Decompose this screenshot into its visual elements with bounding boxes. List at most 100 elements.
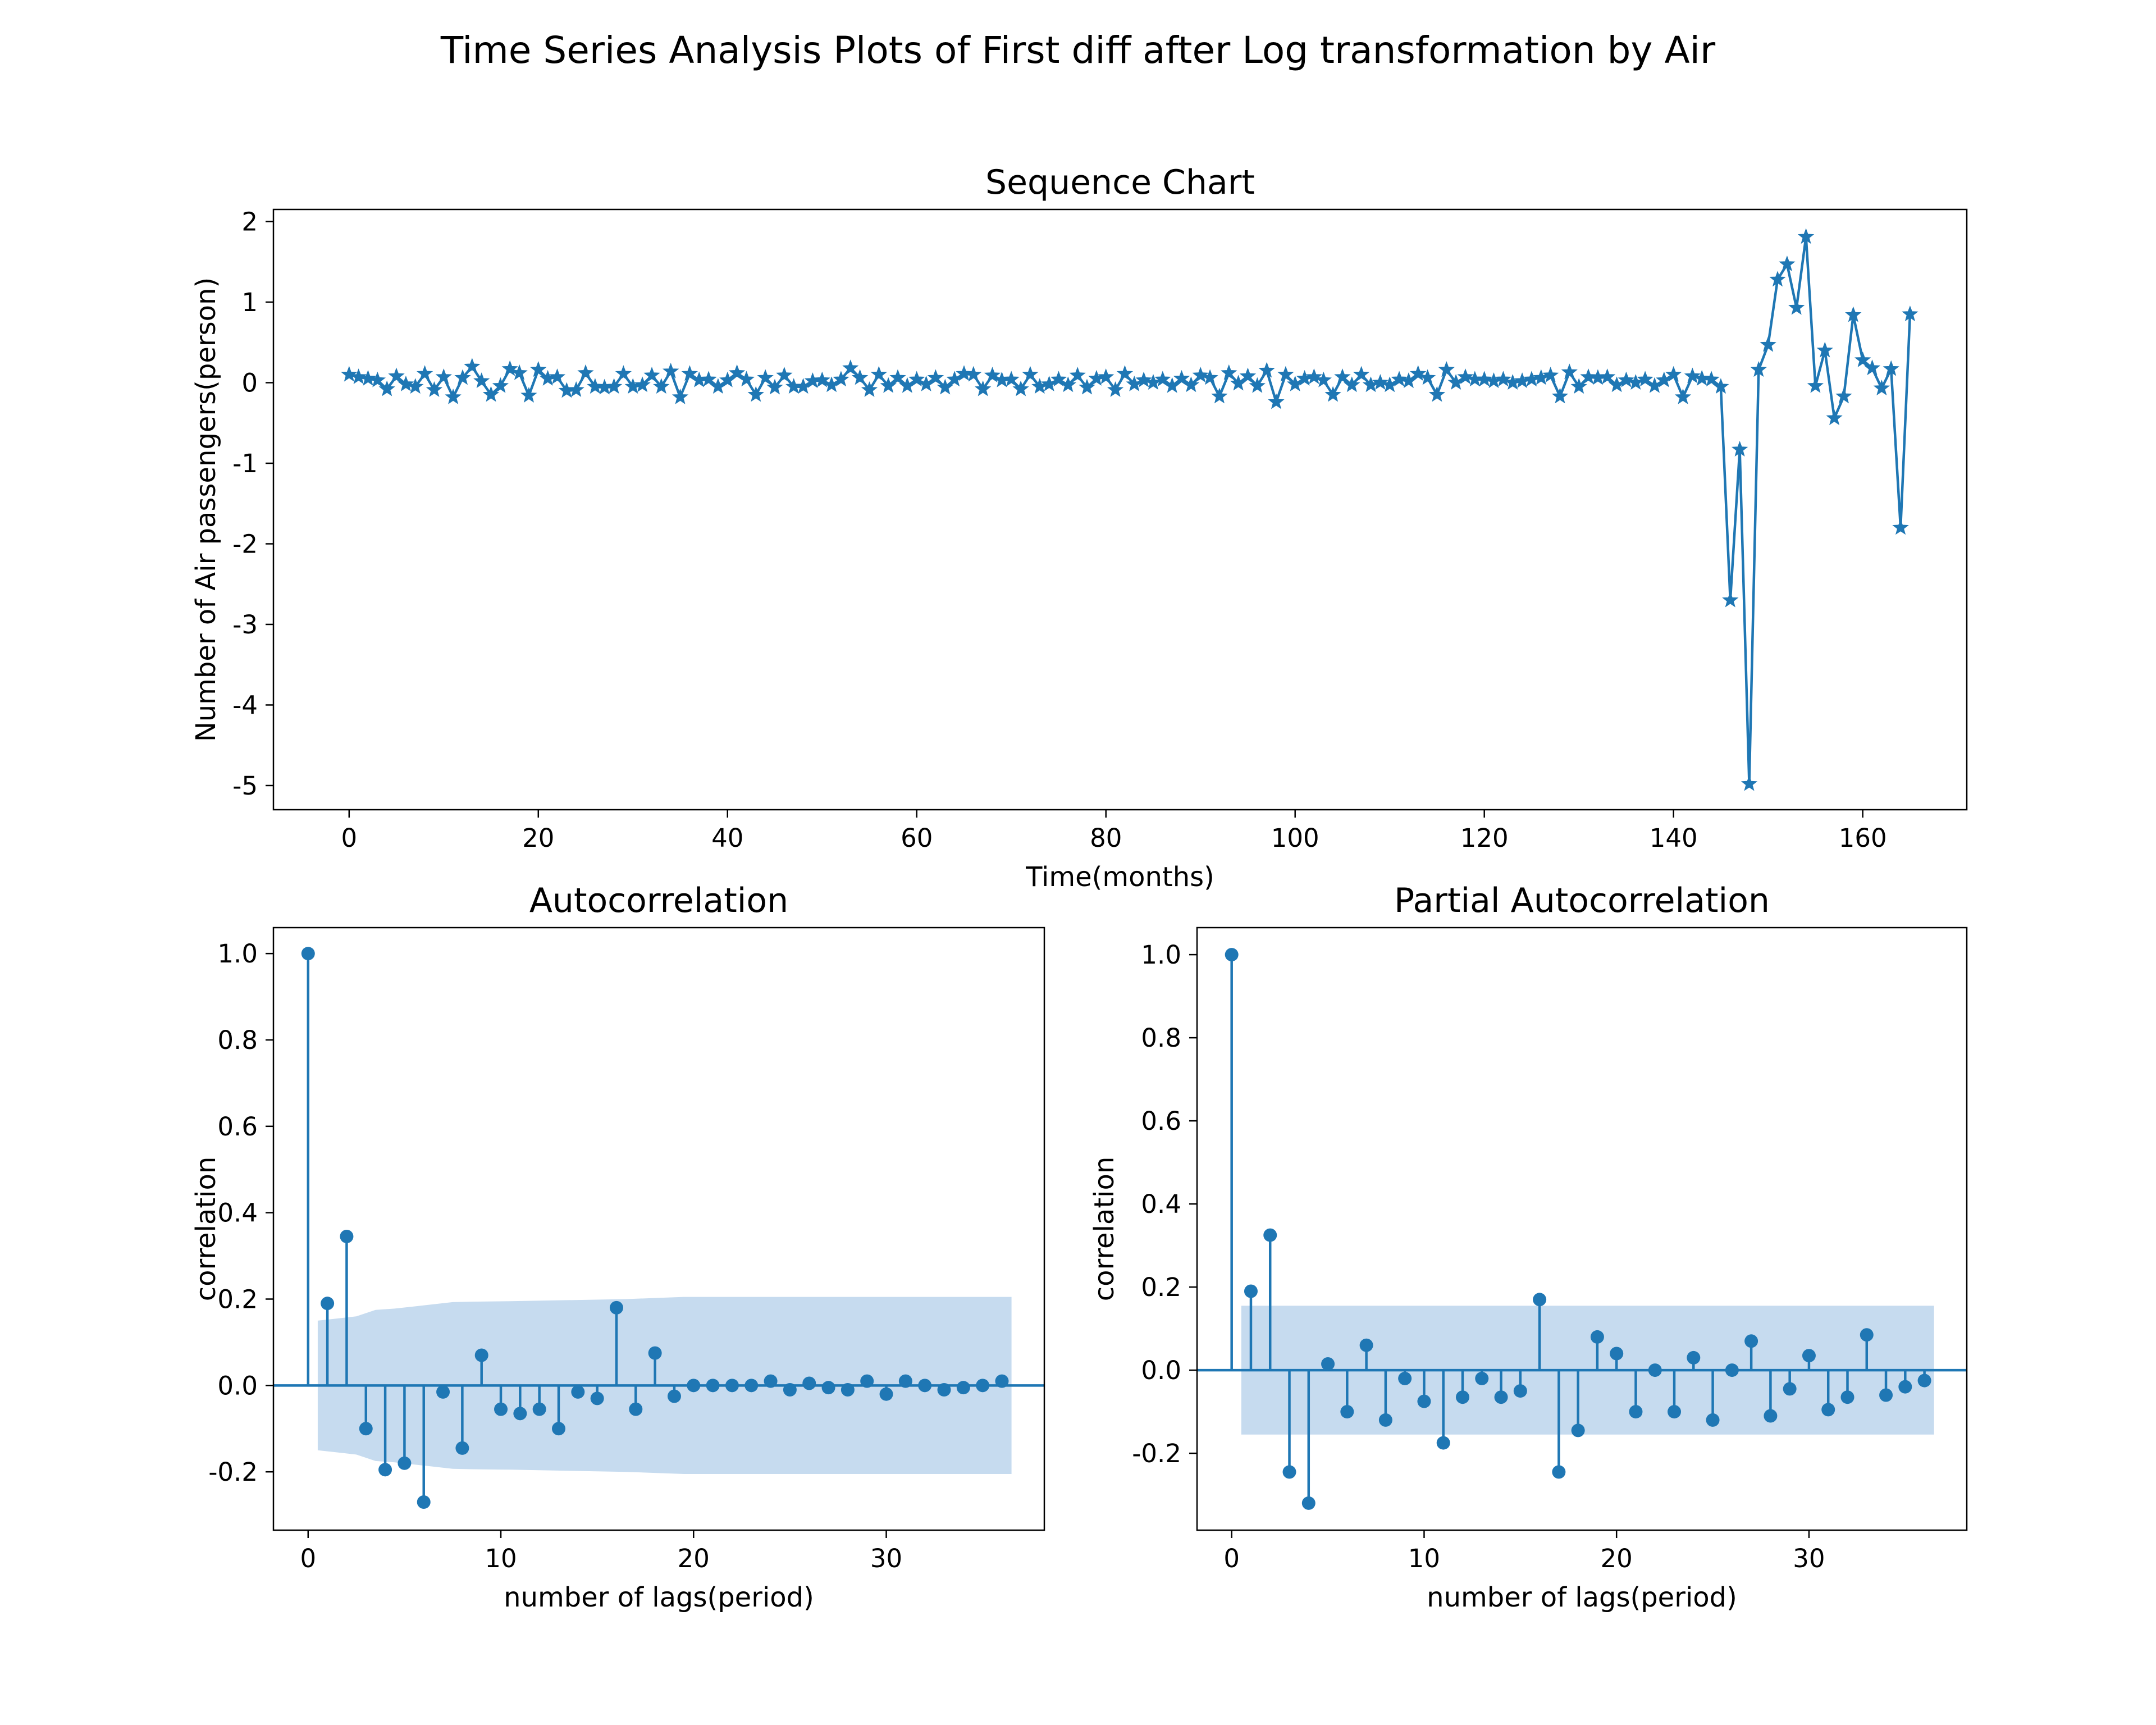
data-point	[1334, 368, 1351, 384]
y-tick-label: -0.2	[208, 1457, 258, 1487]
subplot-title: Autocorrelation	[529, 881, 788, 920]
data-point	[1863, 359, 1881, 376]
x-tick-label: 0	[300, 1544, 316, 1573]
data-point	[615, 365, 632, 381]
stem-marker	[513, 1407, 527, 1421]
data-point	[1637, 371, 1653, 387]
stem-marker	[764, 1374, 778, 1388]
stem-marker	[552, 1422, 566, 1436]
x-axis-label: Time(months)	[1025, 861, 1214, 893]
y-tick-label: 1.0	[1141, 940, 1181, 970]
stem-marker	[1359, 1338, 1373, 1352]
stem-marker	[436, 1385, 450, 1399]
data-point	[359, 369, 377, 386]
data-point	[1079, 378, 1095, 395]
x-axis-label: number of lags(period)	[504, 1582, 814, 1613]
data-point	[1816, 341, 1833, 358]
data-point	[1135, 371, 1152, 387]
y-tick-label: 0.4	[217, 1198, 258, 1228]
y-tick-label: 1	[241, 288, 258, 317]
data-point	[908, 371, 925, 387]
stem-marker	[1668, 1405, 1682, 1419]
data-point	[350, 368, 367, 384]
data-point	[663, 362, 679, 378]
stem-marker	[1687, 1350, 1701, 1365]
stem-marker	[1552, 1465, 1566, 1479]
data-point	[1826, 409, 1843, 426]
data-point	[426, 381, 443, 397]
data-point	[1674, 388, 1692, 404]
data-point	[833, 371, 849, 387]
stem-marker	[1263, 1228, 1277, 1242]
data-point	[1561, 363, 1578, 380]
stem-marker	[1301, 1496, 1315, 1510]
stem-marker	[1533, 1293, 1547, 1307]
stem-marker	[590, 1391, 604, 1405]
data-point	[577, 364, 594, 380]
data-point	[587, 378, 604, 394]
data-point	[965, 366, 982, 382]
data-point	[1202, 369, 1218, 385]
stem-marker	[1744, 1334, 1758, 1348]
stem-marker	[340, 1229, 354, 1243]
data-point	[1476, 371, 1493, 387]
y-tick-label: 0.0	[217, 1371, 258, 1400]
data-point	[1693, 369, 1710, 386]
stem-marker	[783, 1383, 797, 1397]
figure-title: Time Series Analysis Plots of First diff…	[440, 29, 1716, 72]
stem-marker	[1571, 1423, 1585, 1438]
stem-marker	[301, 947, 315, 961]
stem-marker	[976, 1379, 990, 1393]
stem-marker	[744, 1379, 759, 1393]
data-point	[1372, 374, 1389, 390]
data-point	[927, 369, 944, 385]
data-point	[1835, 387, 1852, 404]
x-tick-label: 120	[1460, 823, 1509, 853]
data-point	[511, 364, 528, 380]
y-tick-label: 0.0	[1141, 1356, 1181, 1385]
stem-marker	[609, 1300, 623, 1315]
data-point	[520, 387, 537, 403]
data-point	[1892, 519, 1909, 535]
stem-marker	[725, 1379, 739, 1393]
data-point	[889, 369, 906, 385]
data-point	[1126, 375, 1143, 391]
stem-marker	[706, 1379, 720, 1393]
x-axis-label: number of lags(period)	[1427, 1582, 1737, 1613]
sequence-chart-panel: 0 20 40 60 80 100 120 140 160 2 1 0 -1 -2 -3 -4 -5 Sequen…	[190, 163, 1968, 893]
data-point	[1154, 371, 1171, 387]
stem-marker	[841, 1383, 855, 1397]
data-point	[435, 368, 452, 384]
data-point	[482, 386, 500, 402]
data-point	[1344, 376, 1360, 393]
stem-marker	[1879, 1388, 1893, 1402]
data-point	[1608, 376, 1625, 393]
y-tick-label: -5	[232, 771, 258, 801]
data-point	[388, 367, 405, 384]
subplot-title: Partial Autocorrelation	[1394, 881, 1770, 920]
x-tick-label: 30	[870, 1544, 902, 1573]
data-point	[1022, 366, 1039, 382]
stem-marker	[1244, 1284, 1258, 1298]
data-point	[653, 378, 670, 394]
stem-marker	[1821, 1403, 1835, 1417]
x-tick-label: 160	[1839, 823, 1887, 853]
partial-autocorrelation-panel: 0 10 20 30 1.0 0.8 0.6 0.4 0.2 0.0 -0.2 Partial Aut…	[1089, 881, 1968, 1613]
data-point	[1211, 387, 1228, 404]
stem-marker	[1610, 1347, 1624, 1361]
data-point	[1239, 367, 1257, 384]
stem-marker	[1321, 1357, 1335, 1371]
data-point	[1712, 378, 1729, 394]
data-point	[1268, 393, 1285, 409]
data-point	[956, 365, 972, 381]
data-point	[984, 367, 1001, 383]
data-point	[1069, 367, 1086, 383]
y-tick-label: -4	[232, 690, 258, 720]
data-point	[605, 378, 623, 394]
data-point	[975, 380, 992, 396]
stem-marker	[898, 1374, 912, 1388]
axes-frame	[272, 208, 1968, 811]
stem-marker	[1802, 1349, 1816, 1363]
data-point	[1618, 371, 1635, 387]
data-point	[1495, 371, 1512, 387]
